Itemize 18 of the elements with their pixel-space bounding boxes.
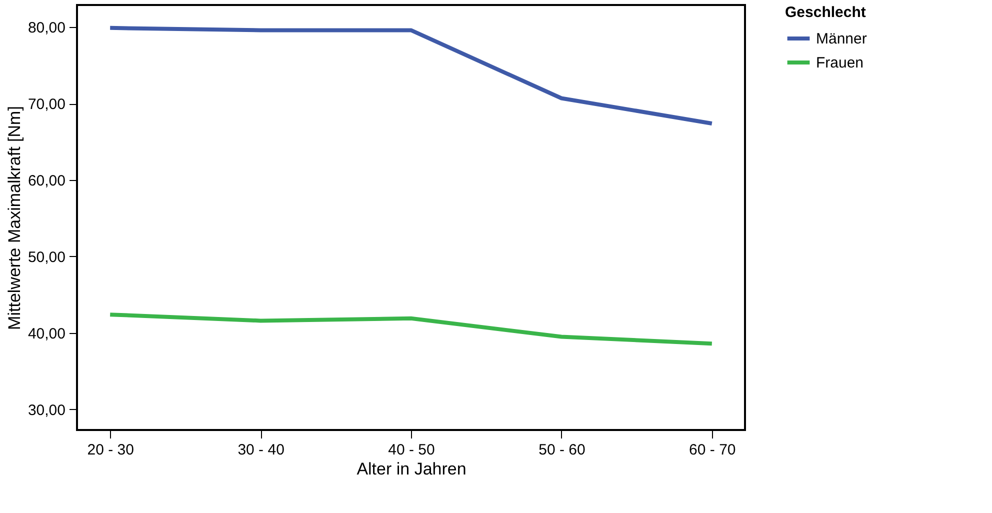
x-tick-label: 20 - 30 (87, 442, 134, 458)
legend-label: Frauen (816, 54, 864, 72)
y-tick-label: 40,00 (28, 325, 66, 342)
x-tick-label: 50 - 60 (538, 442, 586, 458)
y-tick-label: 30,00 (28, 402, 66, 419)
y-tick-label: 70,00 (28, 96, 66, 114)
y-tick-label: 80,00 (28, 20, 66, 37)
legend-title: Geschlecht (785, 4, 866, 21)
line-series (108, 26, 714, 126)
y-tick-label: 50,00 (28, 248, 66, 266)
line-series (108, 312, 714, 346)
x-tick-label: 60 - 70 (689, 442, 736, 458)
y-tick-label: 60,00 (28, 172, 66, 190)
x-tick-label: 30 - 40 (238, 442, 284, 458)
y-axis-title: Mittelwerte Maximalkraft [Nm] (4, 106, 24, 330)
x-tick-label: 40 - 50 (388, 442, 435, 458)
legend-label: Männer (816, 30, 867, 48)
x-axis-title: Alter in Jahren (356, 460, 466, 478)
